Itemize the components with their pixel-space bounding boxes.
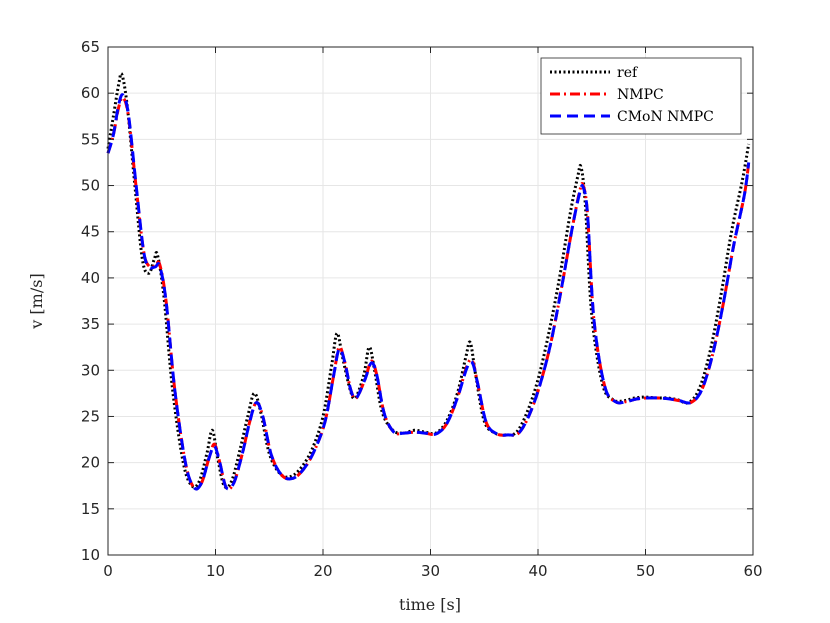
y-tick-label: 35: [81, 315, 100, 333]
x-tick-label: 10: [206, 562, 225, 580]
legend: ref NMPC CMoN NMPC: [540, 57, 742, 135]
y-tick-label: 10: [81, 546, 100, 564]
x-axis-label: time [s]: [399, 595, 461, 614]
x-tick-label: 50: [636, 562, 655, 580]
y-tick-label: 45: [81, 223, 100, 241]
y-tick-label: 55: [81, 130, 100, 148]
y-tick-label: 65: [81, 38, 100, 56]
legend-label: ref: [617, 65, 639, 81]
x-tick-label: 0: [103, 562, 113, 580]
y-tick-label: 60: [81, 84, 100, 102]
x-tick-label: 40: [528, 562, 547, 580]
y-tick-label: 15: [81, 500, 100, 518]
y-tick-label: 20: [81, 454, 100, 472]
series-line-2: [106, 93, 751, 491]
series-layer: [106, 72, 751, 491]
y-tick-label: 25: [81, 407, 100, 425]
x-tick-label: 30: [421, 562, 440, 580]
y-tick-label: 30: [81, 361, 100, 379]
y-tick-label: 40: [81, 269, 100, 287]
x-tick-label: 20: [313, 562, 332, 580]
y-tick-label: 50: [81, 177, 100, 195]
series-line-0: [106, 72, 751, 490]
y-axis-label: v [m/s]: [27, 273, 46, 329]
x-tick-label: 60: [743, 562, 762, 580]
legend-label: NMPC: [617, 87, 664, 103]
legend-label: CMoN NMPC: [617, 109, 714, 125]
